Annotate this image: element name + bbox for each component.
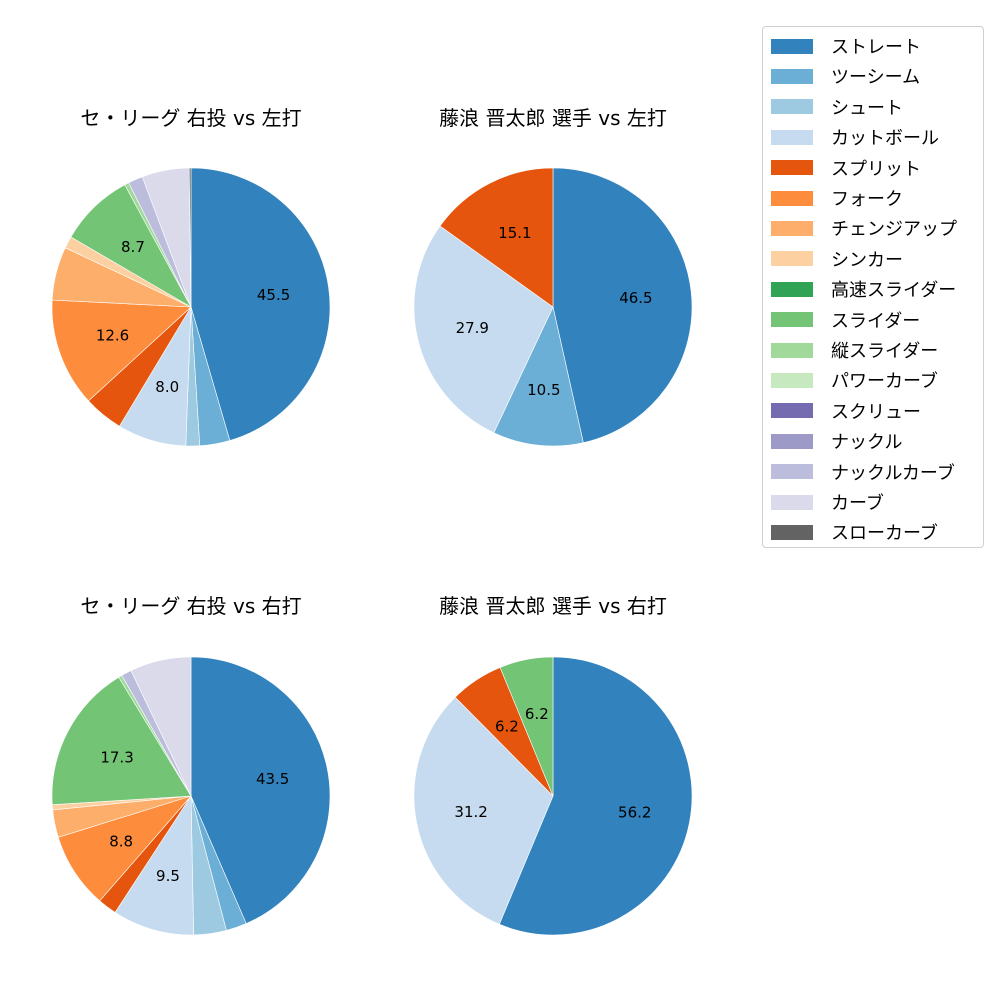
legend-label: スプリット bbox=[831, 158, 921, 180]
legend-label: 縦スライダー bbox=[831, 341, 939, 362]
slice-value-label: 46.5 bbox=[619, 289, 652, 307]
slice-value-label: 8.8 bbox=[109, 833, 133, 851]
legend-label: ツーシーム bbox=[831, 67, 921, 89]
pie-chart: 56.2 31.2 6.2 6.2 bbox=[413, 656, 693, 936]
legend-item: スクリュー bbox=[771, 396, 921, 426]
legend-item: スプリット bbox=[771, 153, 921, 183]
legend-label: ストレート bbox=[831, 37, 921, 58]
pie-slice bbox=[130, 656, 192, 797]
legend-item: シュート bbox=[771, 92, 903, 122]
legend-label: カットボール bbox=[831, 128, 939, 150]
legend-item: スライダー bbox=[771, 305, 920, 335]
legend-swatch bbox=[771, 494, 813, 510]
legend-item: シンカー bbox=[771, 244, 903, 274]
legend-label: シュート bbox=[831, 97, 903, 119]
legend-label: パワーカーブ bbox=[831, 371, 938, 393]
slice-value-label: 8.7 bbox=[121, 238, 145, 256]
pie-slice bbox=[190, 167, 331, 441]
legend-item: ツーシーム bbox=[771, 61, 920, 91]
slice-value-label: 15.1 bbox=[498, 224, 531, 242]
legend-item: 高速スライダー bbox=[771, 274, 956, 304]
legend-label: 高速スライダー bbox=[831, 280, 957, 302]
chart-title: 藤浪 晋太郎 選手 vs 左打 bbox=[439, 106, 667, 130]
legend-label: スローカーブ bbox=[831, 523, 938, 545]
legend-swatch bbox=[771, 524, 813, 540]
chart-title: 藤浪 晋太郎 選手 vs 右打 bbox=[439, 594, 667, 618]
pie-slice bbox=[552, 167, 693, 444]
pie-panel-league-vs-left: セ・リーグ 右投 vs 左打 45.5 8.0 12.6 8.7 bbox=[21, 100, 361, 520]
legend-label: スクリュー bbox=[831, 401, 921, 423]
legend-label: スライダー bbox=[831, 310, 921, 332]
pie-chart: 46.5 10.5 27.9 15.1 bbox=[413, 167, 693, 447]
pie-panel-league-vs-right: セ・リーグ 右投 vs 右打 43.5 9.5 8.8 17.3 bbox=[21, 588, 361, 1008]
chart-legend: ストレートツーシームシュートカットボール スプリットフォークチェンジアップ シンカー… bbox=[762, 26, 984, 548]
legend-swatch bbox=[771, 99, 813, 115]
legend-swatch bbox=[771, 68, 813, 84]
legend-swatch bbox=[771, 281, 813, 297]
legend-swatch bbox=[771, 220, 813, 236]
legend-item: チェンジアップ bbox=[771, 213, 957, 243]
pie-chart: 43.5 9.5 8.8 17.3 bbox=[51, 656, 331, 936]
legend-label: チェンジアップ bbox=[831, 219, 957, 241]
slice-value-label: 43.5 bbox=[256, 770, 289, 788]
chart-title: セ・リーグ 右投 vs 左打 bbox=[80, 106, 302, 130]
slice-value-label: 27.9 bbox=[456, 319, 489, 337]
legend-item: カットボール bbox=[771, 122, 939, 152]
chart-title: セ・リーグ 右投 vs 右打 bbox=[80, 594, 302, 618]
legend-item: 縦スライダー bbox=[771, 335, 938, 365]
legend-item: ナックル bbox=[771, 426, 902, 456]
pie-panel-player-vs-right: 藤浪 晋太郎 選手 vs 右打 56.2 31.2 6.2 6.2 bbox=[383, 588, 723, 1008]
pie-slice bbox=[51, 299, 192, 402]
pie-slice bbox=[190, 656, 331, 924]
slice-value-label: 12.6 bbox=[96, 326, 129, 344]
legend-label: シンカー bbox=[831, 249, 903, 271]
legend-item: カーブ bbox=[771, 487, 884, 517]
legend-label: カーブ bbox=[831, 493, 884, 514]
pie-slice bbox=[498, 656, 693, 936]
legend-swatch bbox=[771, 129, 813, 145]
slice-value-label: 10.5 bbox=[527, 381, 560, 399]
slice-value-label: 17.3 bbox=[100, 748, 133, 766]
pie-slice bbox=[439, 167, 554, 308]
legend-item: ナックルカーブ bbox=[771, 457, 955, 487]
legend-swatch bbox=[771, 312, 813, 328]
slice-value-label: 8.0 bbox=[155, 378, 179, 396]
legend-label: ナックル bbox=[831, 432, 903, 454]
legend-swatch bbox=[771, 38, 813, 54]
slice-value-label: 6.2 bbox=[525, 705, 549, 723]
slice-value-label: 6.2 bbox=[495, 717, 519, 735]
legend-swatch bbox=[771, 160, 813, 176]
pie-panel-player-vs-left: 藤浪 晋太郎 選手 vs 左打 46.5 10.5 27.9 15.1 bbox=[383, 100, 723, 520]
pie-slice bbox=[493, 306, 584, 447]
slice-value-label: 56.2 bbox=[618, 803, 651, 821]
legend-swatch bbox=[771, 372, 813, 388]
pie-slice bbox=[499, 656, 554, 797]
pie-slice bbox=[413, 696, 554, 925]
pie-slice bbox=[413, 225, 554, 434]
legend-label: ナックルカーブ bbox=[831, 462, 955, 484]
legend-label: フォーク bbox=[831, 189, 903, 210]
slice-value-label: 31.2 bbox=[454, 803, 487, 821]
legend-item: スローカーブ bbox=[771, 517, 938, 547]
legend-item: ストレート bbox=[771, 31, 921, 61]
legend-swatch bbox=[771, 190, 813, 206]
pie-slice bbox=[114, 795, 194, 936]
legend-swatch bbox=[771, 342, 813, 358]
legend-swatch bbox=[771, 403, 813, 419]
slice-value-label: 9.5 bbox=[156, 867, 180, 885]
legend-item: パワーカーブ bbox=[771, 365, 938, 395]
pie-slice bbox=[188, 167, 192, 308]
legend-item: フォーク bbox=[771, 183, 903, 213]
pie-slice bbox=[51, 676, 192, 806]
pie-chart: 45.5 8.0 12.6 8.7 bbox=[51, 167, 331, 447]
legend-swatch bbox=[771, 464, 813, 480]
slice-value-label: 45.5 bbox=[257, 286, 290, 304]
legend-swatch bbox=[771, 433, 813, 449]
legend-swatch bbox=[771, 251, 813, 267]
